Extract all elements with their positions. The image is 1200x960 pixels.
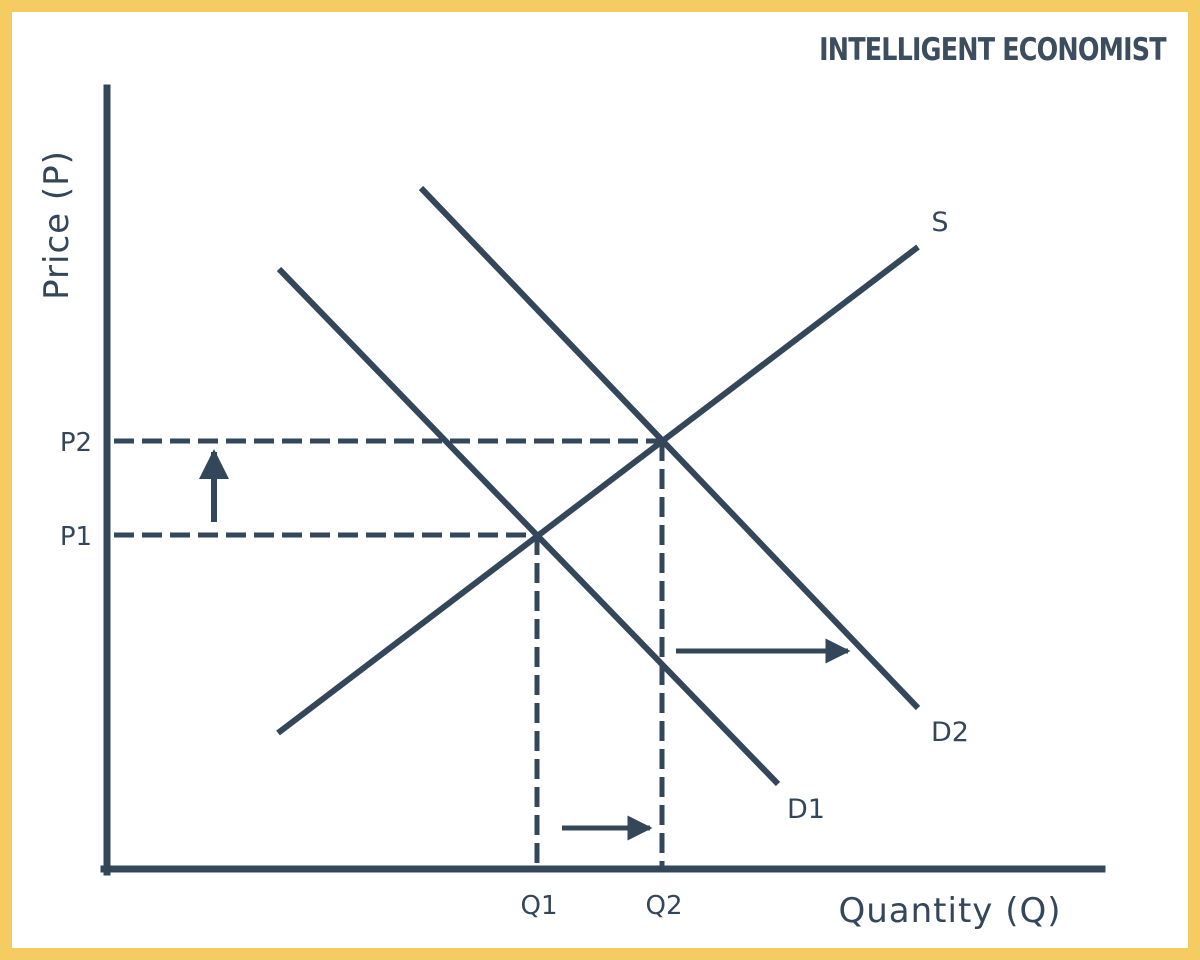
supply-label: S — [931, 207, 948, 238]
p1-label: P1 — [60, 522, 92, 552]
demand-curve-d2 — [418, 185, 921, 711]
x-axis-title: Quantity (Q) — [838, 891, 1061, 931]
demand-d1-label: D1 — [787, 794, 825, 825]
brand-logo: INTELLIGENT ECONOMIST — [819, 32, 1167, 68]
q1-label: Q1 — [520, 891, 557, 921]
q2-label: Q2 — [645, 891, 682, 921]
demand-d2-label: D2 — [931, 717, 969, 748]
p2-label: P2 — [60, 428, 92, 458]
y-axis-title: Price (P) — [37, 150, 77, 300]
supply-curve — [276, 244, 920, 736]
demand-curve-d1 — [276, 266, 781, 787]
